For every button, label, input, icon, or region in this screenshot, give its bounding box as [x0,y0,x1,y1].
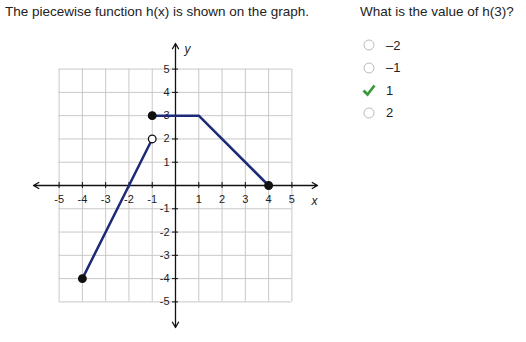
svg-text:-1: -1 [147,193,157,205]
svg-text:1: 1 [196,193,202,205]
html-text:2: 2 [386,105,394,121]
svg-text:-2: -2 [124,193,134,205]
svg-text:-4: -4 [160,272,170,284]
html-text:1: 1 [386,82,394,98]
svg-text:3: 3 [163,109,170,122]
svg-text:2: 2 [163,132,169,144]
svg-text:y: y [184,42,192,56]
html-text:What is the value of h(3)?: What is the value of h(3)? [360,4,514,19]
svg-text:-5: -5 [54,193,64,205]
html-text:The piecewise function h(x) is: The piecewise function h(x) is shown on … [5,4,309,19]
svg-text:-4: -4 [77,193,87,205]
svg-text:2: 2 [219,193,225,205]
svg-text:-3: -3 [101,193,111,205]
html-text:–2: –2 [386,37,401,53]
svg-text:4: 4 [266,193,272,205]
svg-text:4: 4 [163,86,169,98]
svg-text:1: 1 [163,156,169,168]
svg-text:x: x [311,194,319,208]
svg-text:-3: -3 [160,249,170,261]
svg-text:-5: -5 [160,295,170,307]
svg-text:3: 3 [242,193,248,205]
html-text:–1: –1 [386,60,401,76]
svg-text:-1: -1 [160,202,170,214]
svg-text:5: 5 [163,63,169,75]
svg-text:-2: -2 [160,226,170,238]
svg-text:5: 5 [289,193,295,205]
